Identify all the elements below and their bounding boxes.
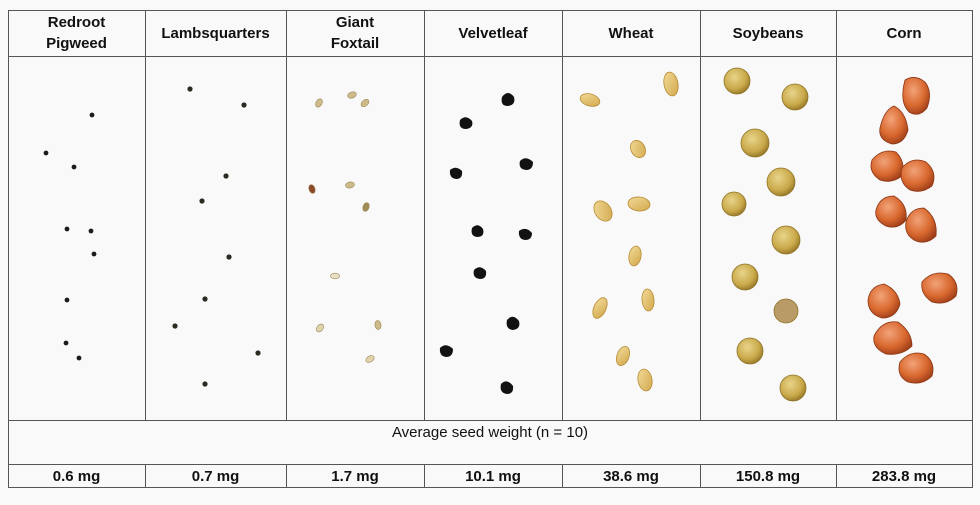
lambsquarters-seeds [172, 86, 261, 387]
panel-bottom-border [8, 420, 972, 421]
weight-giant-foxtail: 1.7 mg [331, 467, 379, 485]
caption-divider [8, 464, 972, 465]
weight-divider [836, 464, 837, 488]
weight-lambsquarters: 0.7 mg [191, 467, 240, 485]
average-seed-weight-caption: Average seed weight (n = 10) [391, 424, 589, 441]
weight-divider [562, 464, 563, 488]
column-divider [424, 10, 425, 421]
header-divider [8, 56, 972, 57]
velvetleaf-seeds [439, 93, 533, 394]
wheat-seeds [579, 71, 679, 392]
weights-bottom-border [8, 487, 972, 488]
column-heading-velvetleaf: Velvetleaf [458, 24, 528, 42]
column-heading-corn: Corn [886, 24, 922, 42]
column-divider [286, 10, 287, 421]
corn-seeds [867, 77, 958, 384]
column-divider [8, 10, 9, 488]
weight-wheat: 38.6 mg [603, 467, 659, 485]
weight-corn: 283.8 mg [871, 467, 937, 485]
top-border [8, 10, 972, 11]
column-heading-giant-foxtail: Giant Foxtail [330, 14, 380, 52]
weight-velvetleaf: 10.1 mg [465, 467, 521, 485]
column-heading-wheat: Wheat [608, 24, 654, 42]
column-heading-lambsquarters: Lambsquarters [161, 24, 270, 42]
weight-divider [424, 464, 425, 488]
giant-foxtail-seeds [308, 91, 382, 363]
weight-divider [145, 464, 146, 488]
weight-soybeans: 150.8 mg [735, 467, 801, 485]
soybean-seeds [721, 67, 809, 402]
pigweed-seeds [43, 112, 97, 361]
column-heading-soybeans: Soybeans [732, 24, 804, 42]
column-divider [700, 10, 701, 421]
weight-redroot-pigweed: 0.6 mg [52, 467, 101, 485]
column-divider [562, 10, 563, 421]
column-heading-redroot-pigweed: Redroot Pigweed [46, 14, 107, 52]
column-divider [836, 10, 837, 421]
weight-divider [286, 464, 287, 488]
column-divider [145, 10, 146, 421]
column-divider [972, 10, 973, 488]
weight-divider [700, 464, 701, 488]
